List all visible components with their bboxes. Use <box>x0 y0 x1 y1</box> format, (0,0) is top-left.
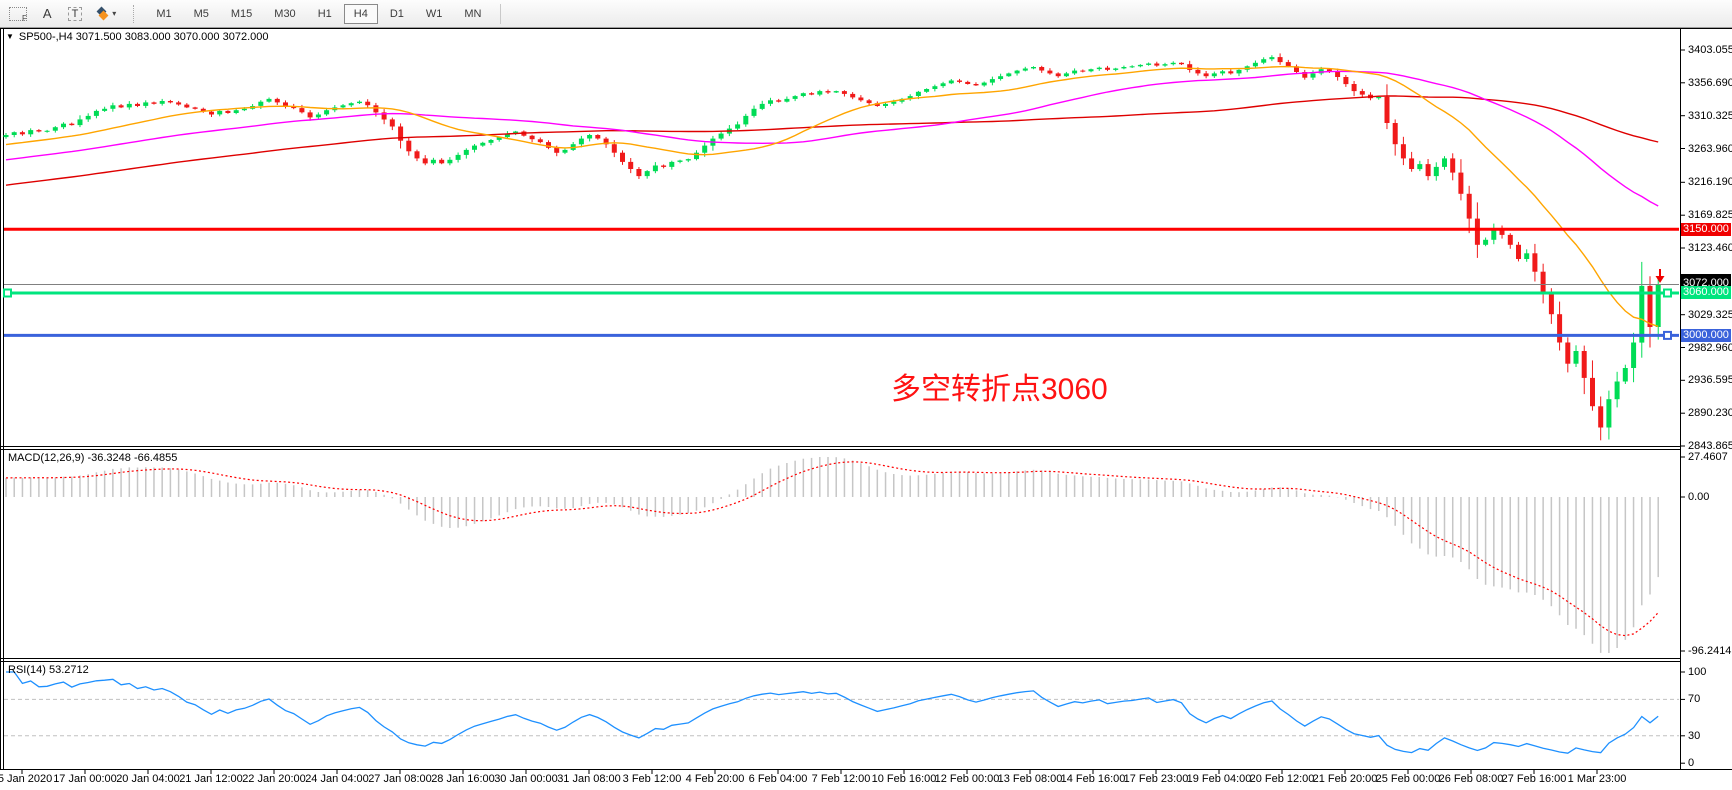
chart-shift-button[interactable]: F <box>2 3 34 25</box>
chart-shift-label: F <box>22 13 27 23</box>
timeframe-button-w1[interactable]: W1 <box>425 7 443 20</box>
timeframe-button-m30[interactable]: M30 <box>274 7 296 20</box>
toolbar-separator <box>500 3 502 24</box>
macd-histogram <box>5 457 1659 653</box>
ma50-line <box>5 70 1659 207</box>
macd-signal-line <box>5 461 1659 637</box>
timeframe-button-d1[interactable]: D1 <box>389 7 404 20</box>
object-styles-button[interactable]: ▾ <box>91 3 123 25</box>
chevron-down-icon: ▾ <box>112 9 117 18</box>
timeframe-button-m5[interactable]: M5 <box>193 7 209 20</box>
text-box-icon: T <box>67 6 83 21</box>
timeframe-button-h1[interactable]: H1 <box>317 7 332 20</box>
level-handle-icon <box>1663 330 1672 340</box>
timeframe-button-mn[interactable]: MN <box>464 7 482 20</box>
candlestick-series <box>3 53 1661 441</box>
timeframe-button-m15[interactable]: M15 <box>230 7 253 20</box>
textbox-tool-button[interactable]: T <box>61 3 90 25</box>
level-handle-icon <box>3 288 12 298</box>
timeframe-bar: M1 M5 M15 M30 H1 H4 D1 W1 MN <box>145 0 492 27</box>
dotted-grid-icon <box>9 6 27 21</box>
toolbar-separator <box>133 4 139 23</box>
panel-borders <box>0 28 1732 770</box>
moving-averages <box>5 65 1659 328</box>
level-handle-icon <box>1663 288 1672 298</box>
text-annotation-button[interactable]: A <box>36 3 59 25</box>
rsi-line <box>6 671 1659 754</box>
toolbar: F A T ▾ M1 M5 M15 M30 H1 H4 D1 W1 MN <box>0 0 1732 28</box>
price-axis <box>1680 49 1685 447</box>
price-levels <box>3 227 1679 340</box>
price-drop-arrow-icon <box>1655 269 1665 283</box>
text-a-icon: A <box>42 6 52 21</box>
timeframe-button-h4[interactable]: H4 <box>343 3 378 24</box>
ma100-line <box>5 95 1659 186</box>
time-axis <box>21 769 1598 774</box>
styles-diamond-icon <box>98 10 109 21</box>
timeframe-button-m1[interactable]: M1 <box>156 7 172 20</box>
ma20-line <box>5 65 1659 328</box>
